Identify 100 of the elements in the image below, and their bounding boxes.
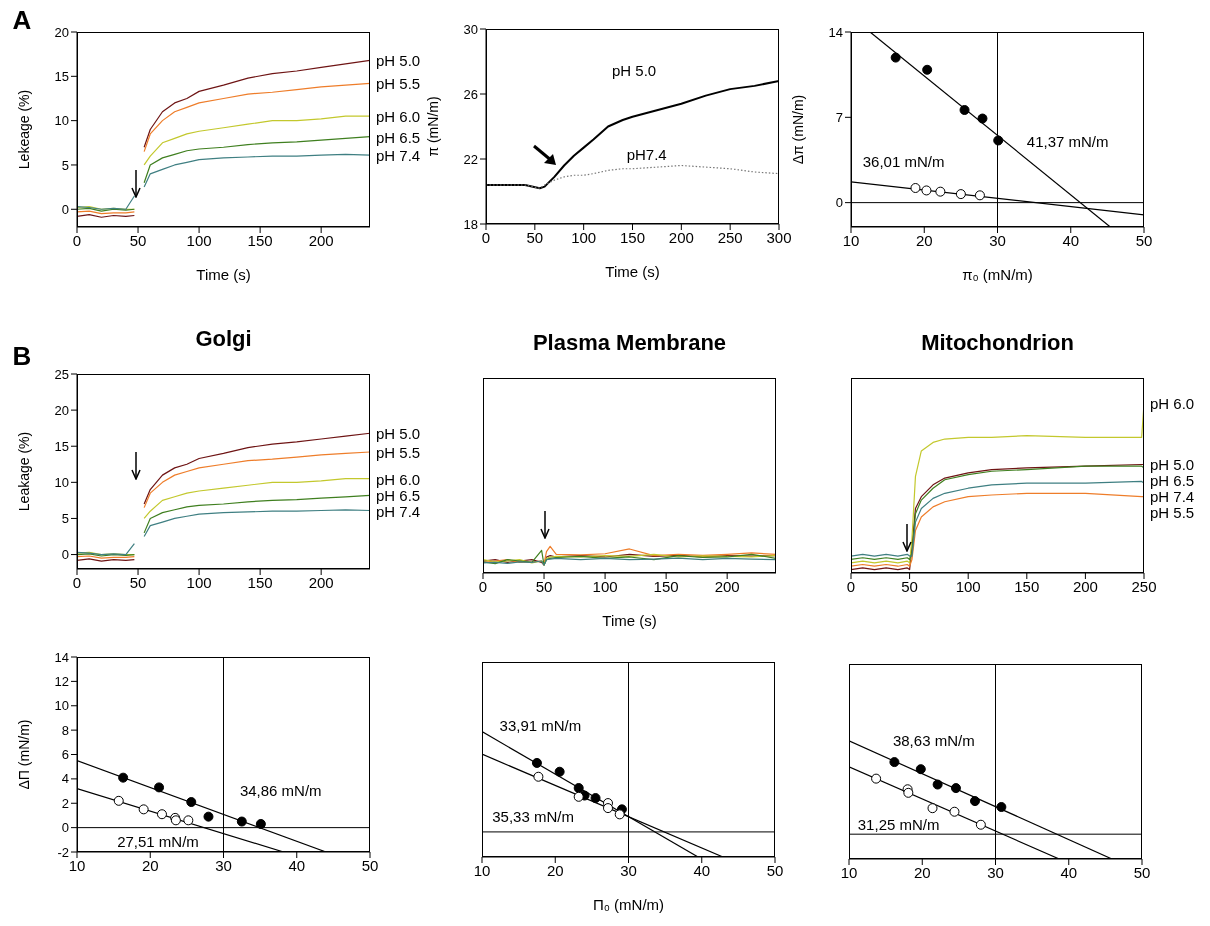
x-tick-label: 50 <box>361 856 379 874</box>
series-label: pH 6.5 <box>376 128 421 146</box>
x-tick-label: 150 <box>247 573 273 591</box>
series-label: pH 5.5 <box>376 444 421 461</box>
y-tick-label: 5 <box>61 511 69 527</box>
y-tick-label: 10 <box>54 113 69 129</box>
x-tick-label: 50 <box>901 577 918 595</box>
x-tick-label: 100 <box>592 577 618 595</box>
y-tick-label: 4 <box>61 771 69 787</box>
annotation: 36,01 mN/m <box>862 152 945 170</box>
x-tick-label: 50 <box>1135 231 1153 249</box>
y-tick-label: 14 <box>828 24 843 40</box>
y-tick-label: 22 <box>463 151 478 167</box>
annotation: 38,63 mN/m <box>892 732 975 750</box>
y-axis-title: ΔΠ (mN/m) <box>15 719 32 790</box>
y-tick-label: 0 <box>835 195 843 211</box>
x-tick-label: 100 <box>571 228 597 246</box>
y-tick-label: 10 <box>54 698 69 714</box>
annotation: 27,51 mN/m <box>117 832 199 850</box>
annotation: 34,86 mN/m <box>239 781 322 799</box>
y-tick-label: 7 <box>835 109 843 125</box>
x-tick-label: 150 <box>1014 577 1040 595</box>
x-tick-label: 0 <box>72 231 82 249</box>
x-tick-label: 100 <box>186 231 212 249</box>
x-tick-label: 50 <box>1133 863 1151 881</box>
y-axis-title: Lekeage (%) <box>15 89 32 170</box>
series-label: pH 6.0 <box>376 108 421 126</box>
x-tick-label: 30 <box>620 861 637 879</box>
chart-title: Plasma Membrane <box>531 329 728 357</box>
x-tick-label: 50 <box>129 231 147 249</box>
x-tick-label: 20 <box>915 231 933 249</box>
x-tick-label: 30 <box>989 231 1006 249</box>
x-tick-label: 40 <box>1062 231 1080 249</box>
x-tick-label: 20 <box>913 863 931 881</box>
x-tick-label: 40 <box>288 856 306 874</box>
y-tick-label: 30 <box>463 21 478 37</box>
x-tick-label: 250 <box>1131 577 1157 595</box>
text: pH 5.0 <box>611 62 657 80</box>
x-tick-label: 30 <box>987 863 1004 881</box>
series-label: pH 6.5 <box>1150 472 1195 490</box>
y-tick-label: 0 <box>61 547 69 563</box>
x-tick-label: 200 <box>308 231 334 249</box>
y-tick-label: 14 <box>54 649 69 665</box>
y-tick-label: 2 <box>61 795 69 811</box>
y-tick-label: -2 <box>57 844 69 860</box>
series-label: pH 5.0 <box>376 52 421 70</box>
x-tick-label: 250 <box>717 228 743 246</box>
x-tick-label: 200 <box>1072 577 1098 595</box>
x-tick-label: 50 <box>129 573 147 591</box>
text: B <box>12 340 32 372</box>
x-tick-label: 40 <box>1060 863 1078 881</box>
x-tick-label: 0 <box>72 573 82 591</box>
annotation: 31,25 mN/m <box>857 816 940 834</box>
x-tick-label: 200 <box>308 573 334 591</box>
y-tick-label: 15 <box>54 68 69 84</box>
x-axis-title: Π₀ (mN/m) <box>592 896 665 913</box>
x-axis-title: π₀ (mN/m) <box>962 266 1033 283</box>
x-tick-label: 150 <box>619 228 646 246</box>
series-label: pH 6.0 <box>1150 395 1195 413</box>
series-label: pH 6.5 <box>376 487 421 505</box>
x-tick-label: 300 <box>766 228 792 246</box>
y-axis-title: π (mN/m) <box>424 96 441 157</box>
x-axis-title: Time (s) <box>605 263 660 280</box>
series-label: pH 5.5 <box>1150 504 1195 522</box>
x-axis-title: Time (s) <box>602 612 657 629</box>
x-tick-label: 200 <box>714 577 740 595</box>
x-tick-label: 20 <box>141 856 159 874</box>
x-tick-label: 150 <box>247 231 273 249</box>
y-tick-label: 20 <box>54 24 69 40</box>
x-tick-label: 50 <box>535 577 553 595</box>
x-tick-label: 20 <box>546 861 564 879</box>
series-label: pH 6.0 <box>376 470 421 488</box>
y-tick-label: 10 <box>54 474 69 490</box>
annotation: 35,33 mN/m <box>492 808 574 826</box>
x-tick-label: 50 <box>526 228 544 246</box>
y-tick-label: 12 <box>54 673 69 689</box>
x-tick-label: 40 <box>693 861 711 879</box>
x-tick-label: 100 <box>955 577 981 595</box>
y-tick-label: 6 <box>61 747 69 763</box>
chart-title: Mitochondrion <box>920 329 1075 357</box>
annotation: 41,37 mN/m <box>1026 133 1109 151</box>
y-tick-label: 26 <box>463 86 478 102</box>
series-label: pH7.4 <box>626 146 667 163</box>
x-tick-label: 0 <box>481 228 491 246</box>
y-axis-title: Δπ (mN/m) <box>789 94 806 165</box>
text: A <box>12 4 32 36</box>
series-label: pH 5.0 <box>1150 456 1195 474</box>
y-tick-label: 20 <box>54 402 69 418</box>
y-tick-label: 0 <box>61 820 69 836</box>
series-label: pH 7.4 <box>376 503 421 521</box>
x-tick-label: 200 <box>668 228 694 246</box>
y-tick-label: 25 <box>54 366 69 382</box>
series-label: pH 7.4 <box>376 147 421 165</box>
series-label: pH 5.0 <box>376 425 421 443</box>
x-axis-title: Time (s) <box>196 266 251 283</box>
x-tick-label: 30 <box>215 856 232 874</box>
series-label: pH 5.5 <box>376 75 421 93</box>
x-tick-label: 150 <box>653 577 679 595</box>
annotation: 33,91 mN/m <box>499 716 582 734</box>
y-tick-label: 15 <box>54 438 69 454</box>
